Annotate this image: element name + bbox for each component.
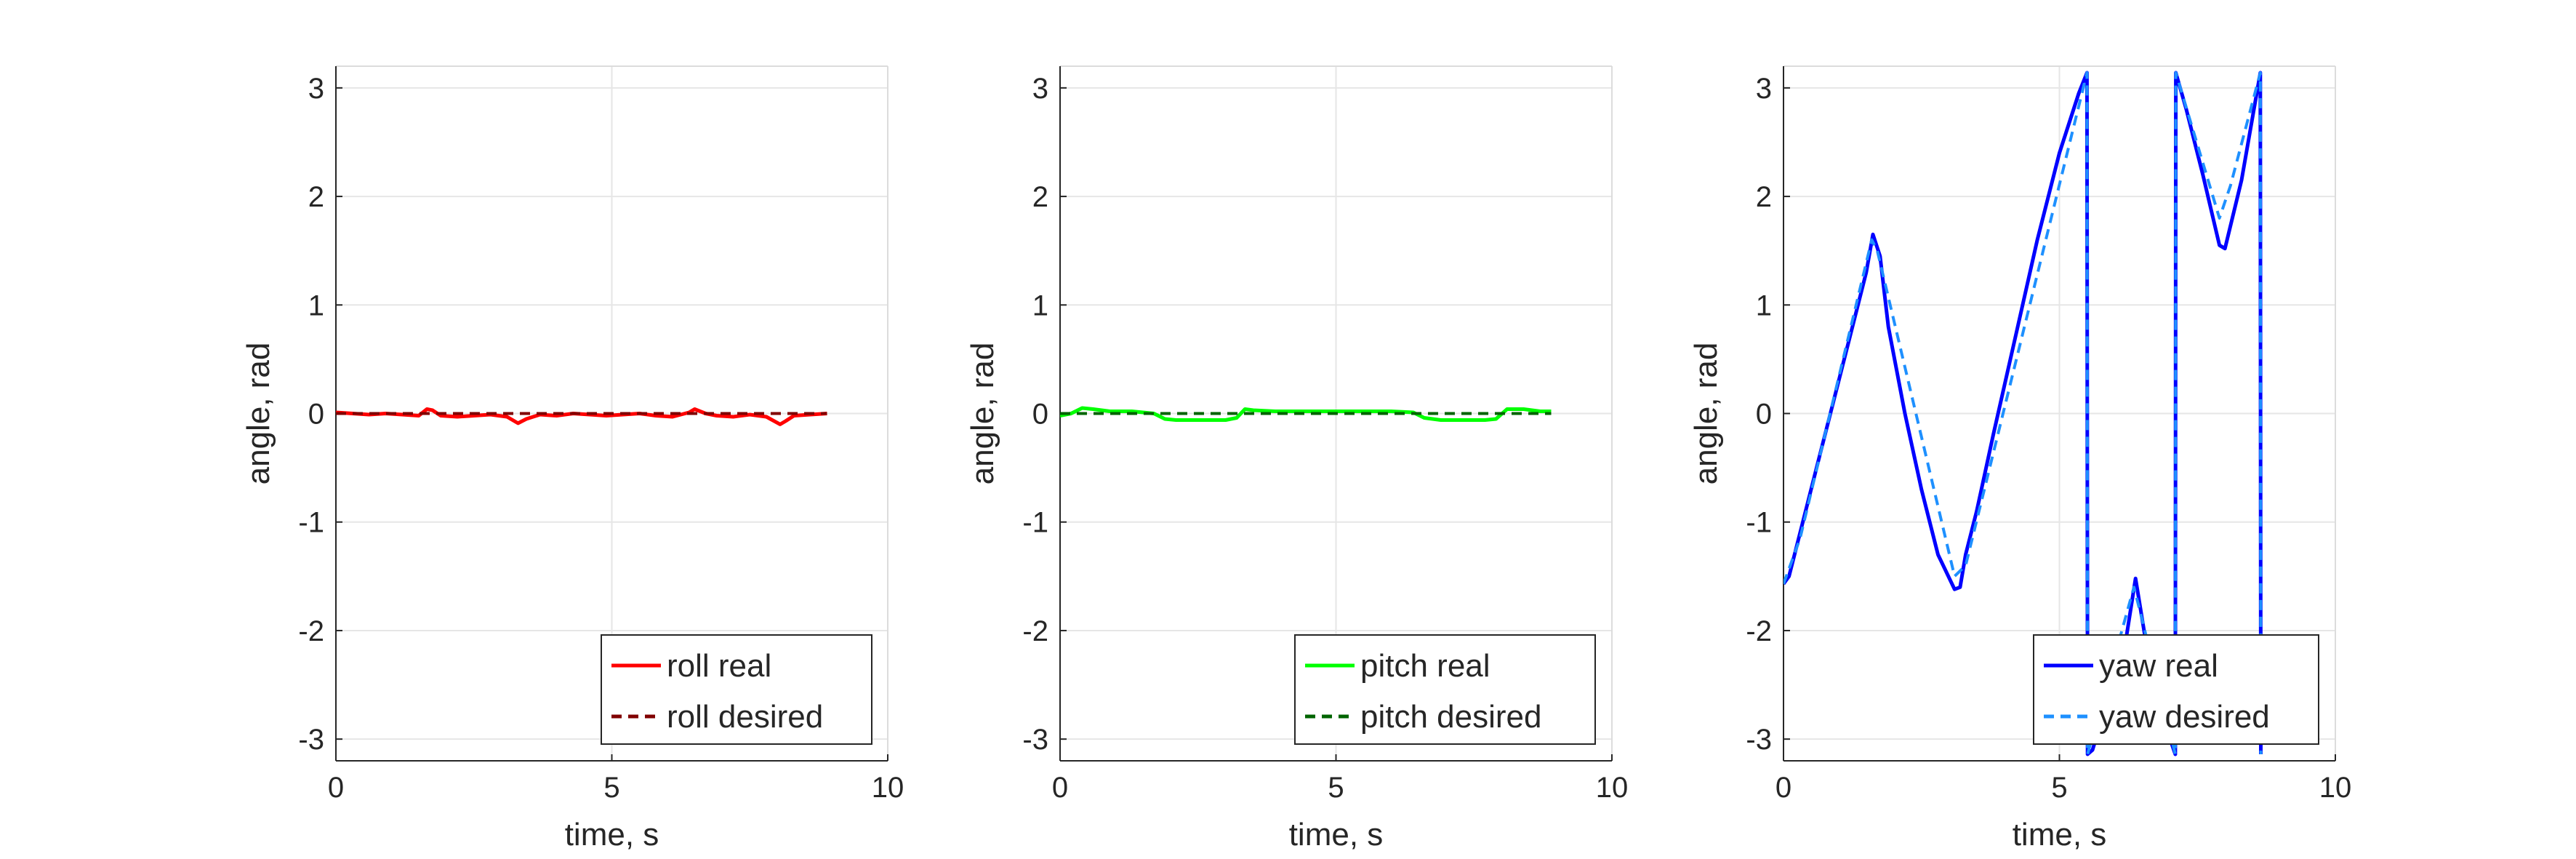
legend-label: pitch desired <box>1360 699 1541 735</box>
x-axis-label: time, s <box>1289 817 1384 852</box>
y-tick-label: -2 <box>298 615 324 647</box>
y-tick-label: -1 <box>1022 507 1048 539</box>
x-axis-label: time, s <box>565 817 659 852</box>
y-tick-label: -3 <box>298 724 324 756</box>
legend-box <box>1294 634 1596 745</box>
x-axis-label: time, s <box>2013 817 2107 852</box>
y-tick-label: 1 <box>308 289 324 321</box>
y-axis-label: angle, rad <box>965 343 1000 485</box>
legend-label: pitch real <box>1360 648 1490 684</box>
y-axis-label: angle, rad <box>241 343 276 485</box>
x-tick-label: 0 <box>328 772 344 804</box>
y-axis-label: angle, rad <box>1688 343 1724 485</box>
x-tick-label: 0 <box>1052 772 1068 804</box>
legend-label: yaw real <box>2099 648 2218 684</box>
y-tick-label: 2 <box>1032 181 1048 213</box>
legend: yaw real yaw desired <box>2033 634 2319 745</box>
series-line-roll-real <box>336 407 827 426</box>
y-tick-label: 3 <box>1756 73 1772 105</box>
x-tick-label: 10 <box>872 772 904 804</box>
y-tick-label: 0 <box>308 399 324 431</box>
x-tick-label: 10 <box>1596 772 1629 804</box>
legend-label: roll real <box>667 648 771 684</box>
y-tick-label: -1 <box>1746 507 1772 539</box>
y-tick-label: -3 <box>1746 724 1772 756</box>
x-tick-label: 5 <box>2051 772 2067 804</box>
chart-panel-1: 0 5 10 -3 -2 -1 0 1 2 3 time, s angle, rad roll real… <box>241 65 904 852</box>
series-line-pitch-real <box>1060 406 1552 422</box>
x-tick-label: 0 <box>1775 772 1791 804</box>
y-tick-label: 0 <box>1756 399 1772 431</box>
chart-panel-2: 0 5 10 -3 -2 -1 0 1 2 3 time, s angle, rad pitch rea… <box>965 65 1629 852</box>
legend: roll real roll desired <box>601 634 872 745</box>
y-tick-label: -1 <box>298 507 324 539</box>
y-tick-label: 3 <box>1032 73 1048 105</box>
y-tick-label: 3 <box>308 73 324 105</box>
series-group <box>1060 406 1552 422</box>
y-tick-label: -2 <box>1746 615 1772 647</box>
y-tick-label: 2 <box>308 181 324 213</box>
legend-box <box>2033 634 2319 745</box>
y-tick-label: -3 <box>1022 724 1048 756</box>
y-tick-label: -2 <box>1022 615 1048 647</box>
y-tick-label: 1 <box>1756 289 1772 321</box>
legend: pitch real pitch desired <box>1294 634 1596 745</box>
x-tick-label: 5 <box>1328 772 1344 804</box>
x-tick-label: 10 <box>2319 772 2352 804</box>
legend-label: roll desired <box>667 699 823 735</box>
y-tick-label: 0 <box>1032 399 1048 431</box>
legend-label: yaw desired <box>2099 699 2270 735</box>
y-tick-label: 2 <box>1756 181 1772 213</box>
legend-box <box>601 634 872 745</box>
x-tick-label: 5 <box>603 772 619 804</box>
y-tick-label: 1 <box>1032 289 1048 321</box>
series-group <box>336 407 827 426</box>
